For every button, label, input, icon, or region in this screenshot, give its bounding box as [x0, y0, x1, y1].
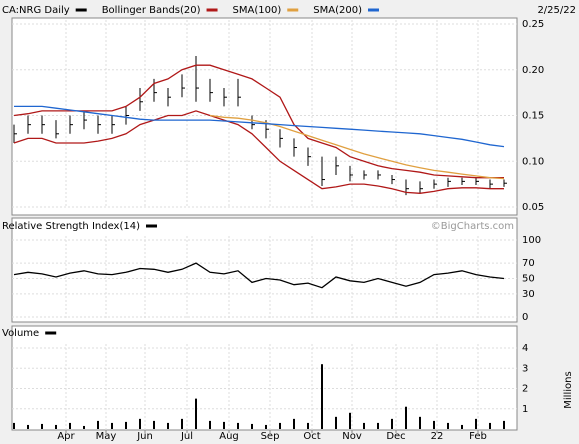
x-tick-label: Jun — [136, 431, 153, 442]
volume-bar — [391, 418, 393, 429]
legend-label: SMA(100) — [233, 5, 282, 16]
volume-bar — [27, 424, 29, 429]
volume-bar — [419, 416, 421, 429]
watermark: ©BigCharts.com — [431, 221, 514, 232]
volume-bar — [83, 425, 85, 429]
y-tick-label: 1 — [522, 404, 528, 415]
volume-bar — [265, 424, 267, 429]
volume-bar — [447, 422, 449, 429]
volume-bar — [433, 420, 435, 429]
volume-panel — [11, 325, 518, 431]
volume-bar — [55, 424, 57, 429]
legend-label: Volume — [2, 328, 39, 339]
line — [13, 262, 505, 289]
volume-bar — [195, 398, 197, 429]
x-tick-label: May — [96, 431, 117, 442]
volume-bar — [321, 364, 323, 429]
volume-bar — [251, 423, 253, 429]
volume-bar — [293, 418, 295, 429]
volume-bar — [125, 421, 127, 429]
volume-bar — [503, 420, 505, 429]
volume-bar — [97, 420, 99, 429]
volume-bar — [223, 421, 225, 429]
y-tick-label: 0.05 — [522, 202, 544, 213]
y-axis-label: Millions — [563, 371, 574, 408]
x-tick-label: Feb — [469, 431, 487, 442]
volume-bar — [475, 418, 477, 429]
volume-bar — [307, 422, 309, 429]
y-tick-label: 50 — [522, 274, 535, 285]
volume-bar — [69, 422, 71, 429]
x-tick-label: Sep — [261, 431, 280, 442]
legend-label: SMA(200) — [313, 5, 362, 16]
volume-bar — [13, 422, 15, 429]
y-tick-label: 4 — [522, 343, 528, 354]
volume-bar — [111, 422, 113, 429]
volume-bar — [153, 420, 155, 429]
x-tick-label: Aug — [219, 431, 239, 442]
line — [14, 105, 505, 148]
volume-bar — [349, 412, 351, 429]
y-tick-label: 100 — [522, 235, 541, 246]
y-tick-label: 2 — [522, 384, 528, 395]
volume-bar — [167, 422, 169, 429]
volume-bar — [279, 422, 281, 429]
y-tick-label: 30 — [522, 289, 535, 300]
volume-bar — [209, 420, 211, 429]
legend-label: CA:NRG Daily — [2, 5, 70, 16]
x-tick-label: Jul — [180, 431, 193, 442]
x-tick-label: Dec — [386, 431, 405, 442]
line — [209, 114, 505, 180]
volume-bar — [181, 418, 183, 429]
volume-bar — [363, 422, 365, 429]
volume-bar — [405, 406, 407, 429]
x-tick-label: Apr — [57, 431, 75, 442]
volume-bar — [377, 422, 379, 429]
y-tick-label: 0 — [522, 312, 528, 323]
y-tick-label: 0.20 — [522, 65, 544, 76]
y-tick-label: 3 — [522, 363, 528, 374]
legend-label: Bollinger Bands(20) — [102, 5, 201, 16]
y-tick-label: 0.10 — [522, 156, 544, 167]
volume-bar — [139, 418, 141, 429]
date: 2/25/22 — [537, 5, 576, 16]
price-panel — [11, 17, 518, 216]
rsi-panel — [11, 217, 518, 323]
y-tick-label: 0.25 — [522, 19, 544, 30]
line — [13, 64, 504, 179]
volume-bar — [461, 424, 463, 429]
x-tick-label: 22 — [431, 431, 444, 442]
x-tick-label: Nov — [342, 431, 362, 442]
x-tick-label: Oct — [303, 431, 320, 442]
volume-bar — [335, 416, 337, 429]
line — [13, 110, 504, 194]
y-tick-label: 70 — [522, 258, 535, 269]
volume-bar — [489, 422, 491, 429]
volume-bar — [41, 423, 43, 429]
y-tick-label: 0.15 — [522, 111, 544, 122]
volume-bar — [237, 422, 239, 429]
legend-label: Relative Strength Index(14) — [2, 221, 140, 232]
